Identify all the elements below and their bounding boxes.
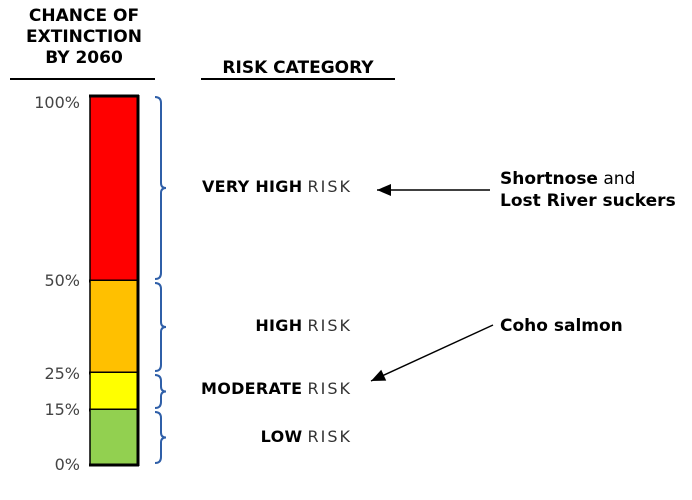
category-strong: HIGH	[255, 316, 303, 335]
curly-brace	[154, 96, 167, 280]
category-suffix: RISK	[307, 379, 352, 398]
arrow-coho	[370, 324, 494, 382]
species-name: Shortnose	[500, 169, 598, 189]
category-very-high: VERY HIGH RISK	[202, 177, 352, 196]
category-suffix: RISK	[307, 177, 352, 196]
header-line: BY 2060	[45, 48, 123, 68]
category-suffix: RISK	[307, 316, 352, 335]
curly-brace	[154, 374, 167, 409]
header-line: CHANCE OF	[28, 6, 140, 26]
category-suffix: RISK	[307, 427, 352, 446]
chance-header: CHANCE OF EXTINCTION BY 2060	[4, 6, 164, 69]
annotation-coho: Coho salmon	[500, 315, 623, 337]
category-strong: LOW	[260, 427, 303, 446]
curly-brace	[154, 411, 167, 464]
category-strong: MODERATE	[200, 379, 303, 398]
pct-label-15: 15%	[44, 400, 80, 419]
header-line: EXTINCTION	[26, 27, 142, 47]
category-low: LOW RISK	[261, 427, 352, 446]
curly-brace	[154, 282, 167, 372]
category-moderate: MODERATE RISK	[201, 379, 352, 398]
pct-label-50: 50%	[44, 271, 80, 290]
species-name: Lost River suckers	[500, 191, 676, 211]
risk-segment	[90, 95, 137, 281]
risk-segment	[90, 410, 137, 465]
arrow-suckers-head	[377, 184, 391, 196]
risk-segment	[90, 373, 137, 410]
annotation-conjunction: and	[597, 169, 636, 189]
pct-label-0: 0%	[54, 455, 80, 474]
category-high: HIGH RISK	[255, 316, 352, 335]
risk-category-header: RISK CATEGORY	[222, 58, 374, 78]
pct-label-100: 100%	[34, 93, 80, 112]
pct-label-25: 25%	[44, 364, 80, 383]
risk-segment	[90, 281, 137, 373]
species-name: Coho salmon	[500, 316, 623, 336]
category-strong: VERY HIGH	[201, 177, 303, 196]
annotation-suckers: Shortnose and Lost River suckers	[500, 168, 676, 212]
arrow-coho-head	[371, 369, 387, 381]
